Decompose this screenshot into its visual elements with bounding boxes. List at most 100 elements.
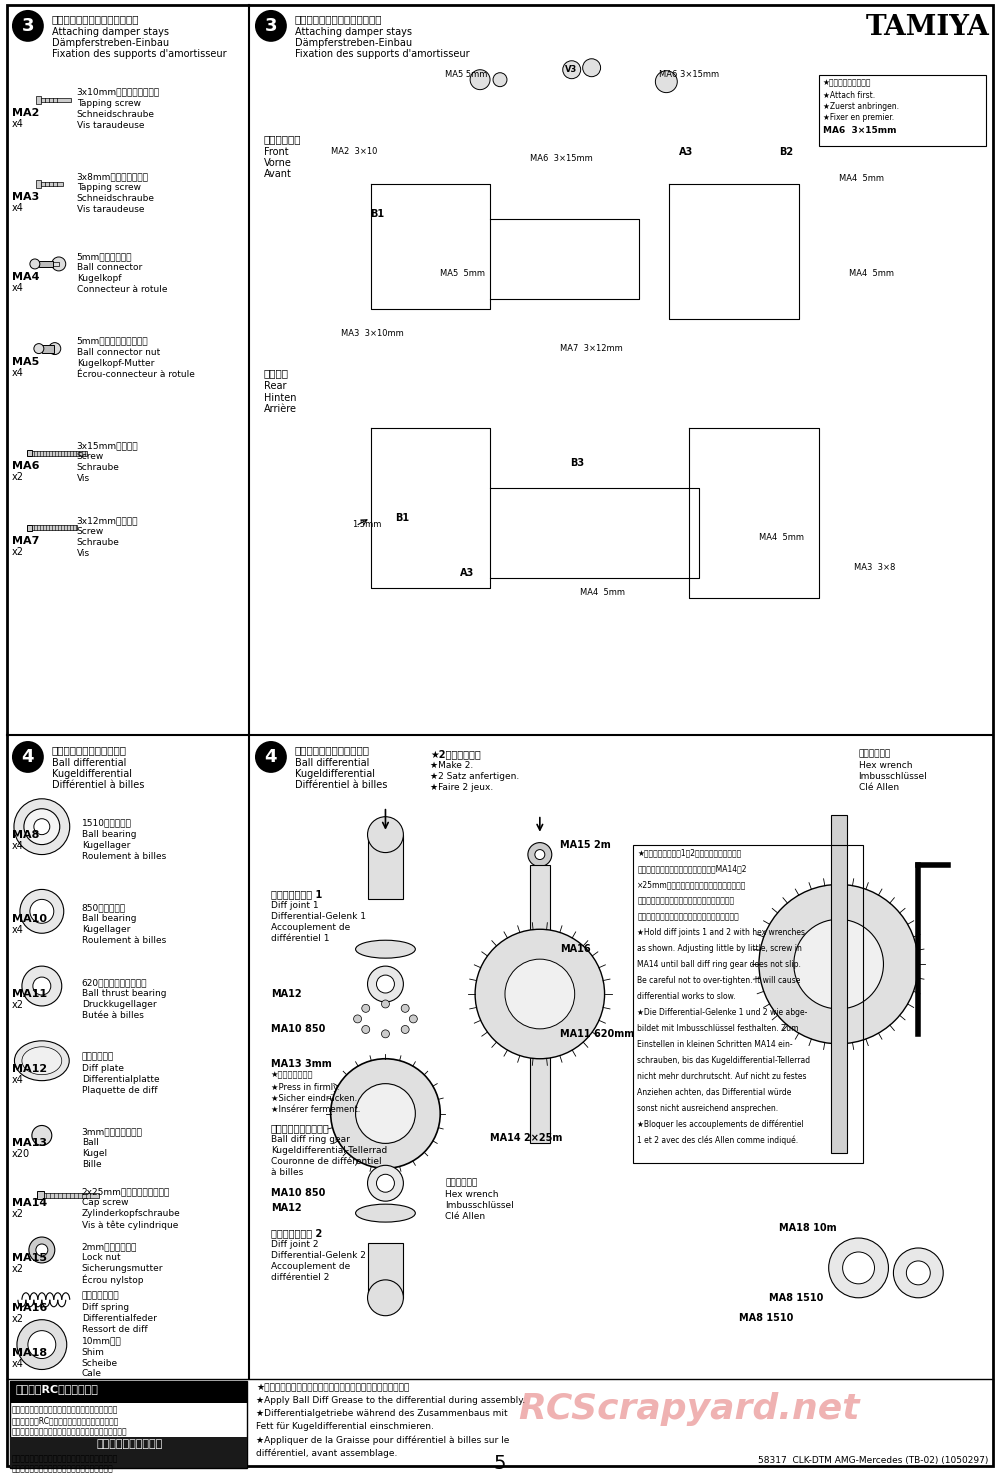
Text: ★ボールデフの組み立てにはボールデフグリスを使用します。: ★ボールデフの組み立てにはボールデフグリスを使用します。 — [256, 1384, 409, 1393]
Text: ★Zuerst anbringen.: ★Zuerst anbringen. — [823, 102, 899, 111]
Bar — [368, 1244, 403, 1298]
Bar — [633, 845, 863, 1164]
Text: MA13: MA13 — [12, 1139, 47, 1149]
Circle shape — [381, 1000, 389, 1007]
Text: 2mmロックナット: 2mmロックナット — [82, 1242, 137, 1251]
Circle shape — [22, 966, 62, 1006]
Text: MA3  3×8: MA3 3×8 — [854, 563, 895, 572]
Text: ★Press in firmly.: ★Press in firmly. — [271, 1083, 339, 1092]
Bar — [44, 1193, 99, 1198]
Text: MA4  5mm: MA4 5mm — [849, 269, 894, 278]
Text: MA4  5mm: MA4 5mm — [839, 174, 884, 183]
Circle shape — [255, 741, 287, 772]
Circle shape — [49, 343, 61, 354]
Text: 般行。この冊の方は模型店でれたずねて下さい。: 般行。この冊の方は模型店でれたずねて下さい。 — [12, 1464, 114, 1473]
Text: A3: A3 — [460, 567, 474, 578]
Circle shape — [368, 1281, 403, 1316]
Text: MA12: MA12 — [271, 990, 302, 998]
Bar — [10, 1381, 247, 1403]
Text: Accouplement de: Accouplement de — [271, 923, 350, 932]
Circle shape — [893, 1248, 943, 1298]
Text: MA8 1510: MA8 1510 — [769, 1292, 823, 1303]
Text: Shim: Shim — [82, 1347, 105, 1356]
Text: しく解説。この冊子の方は使用な以来たずねて下さい。: しく解説。この冊子の方は使用な以来たずねて下さい。 — [12, 1427, 128, 1436]
Circle shape — [20, 889, 64, 933]
Text: 620スラストベアリング: 620スラストベアリング — [82, 978, 147, 987]
Text: Schneidschraube: Schneidschraube — [77, 109, 155, 118]
Circle shape — [12, 10, 44, 41]
Text: 850ベアリング: 850ベアリング — [82, 904, 126, 913]
Text: MA7: MA7 — [12, 536, 39, 546]
Bar — [32, 526, 77, 530]
Circle shape — [505, 959, 575, 1029]
Text: Clé Allen: Clé Allen — [445, 1213, 485, 1221]
Text: Imbusschlüssel: Imbusschlüssel — [445, 1201, 514, 1210]
Text: 《リヤ》: 《リヤ》 — [264, 369, 289, 378]
Text: 10mmシム: 10mmシム — [82, 1337, 121, 1346]
Circle shape — [17, 1319, 67, 1369]
Text: bildet mit Imbusschlüssel festhalten. Zum: bildet mit Imbusschlüssel festhalten. Zu… — [637, 1024, 799, 1032]
Text: MA4  5mm: MA4 5mm — [580, 588, 625, 597]
Circle shape — [368, 817, 403, 852]
Text: Vis: Vis — [77, 474, 90, 483]
Text: ★Apply Ball Diff Grease to the differential during assembly.: ★Apply Ball Diff Grease to the different… — [256, 1396, 525, 1406]
Text: x4: x4 — [12, 284, 24, 292]
Text: ★Hold diff joints 1 and 2 with hex wrenches: ★Hold diff joints 1 and 2 with hex wrenc… — [637, 928, 805, 938]
Text: MA12: MA12 — [12, 1063, 47, 1074]
Text: Schneidschraube: Schneidschraube — [77, 193, 155, 204]
Text: ★Make 2.: ★Make 2. — [430, 761, 474, 770]
Text: 《ダンパーステーの取り付け》: 《ダンパーステーの取り付け》 — [295, 13, 382, 24]
Text: MA3  3×10mm: MA3 3×10mm — [341, 329, 403, 338]
Text: 5mmピローボール: 5mmピローボール — [77, 253, 132, 261]
Text: Clé Allen: Clé Allen — [859, 783, 899, 792]
Text: Differentialplatte: Differentialplatte — [82, 1075, 159, 1084]
Text: タミヤの全製品を掲載した総合カタログは店売に一: タミヤの全製品を掲載した総合カタログは店売に一 — [12, 1455, 118, 1464]
Text: Ball connector: Ball connector — [77, 263, 142, 272]
Circle shape — [401, 1025, 409, 1034]
Text: x4: x4 — [12, 204, 24, 213]
Text: Couronne de différentiel: Couronne de différentiel — [271, 1158, 382, 1167]
Text: Imbusschlüssel: Imbusschlüssel — [859, 772, 927, 781]
Text: 5: 5 — [494, 1455, 506, 1473]
Text: MA10 850: MA10 850 — [271, 1024, 325, 1034]
Text: Kugellager: Kugellager — [82, 925, 130, 935]
Text: ★Attach first.: ★Attach first. — [823, 90, 875, 99]
Text: 《ボールデフの組み立て》: 《ボールデフの組み立て》 — [52, 744, 127, 755]
Text: Schraube: Schraube — [77, 538, 120, 546]
Text: ★Differentialgetriebe während des Zusammenbaus mit: ★Differentialgetriebe während des Zusamm… — [256, 1409, 508, 1418]
Text: Roulement à billes: Roulement à billes — [82, 936, 166, 945]
Text: Sicherungsmutter: Sicherungsmutter — [82, 1264, 163, 1273]
Text: x4: x4 — [12, 118, 24, 128]
Circle shape — [535, 849, 545, 860]
Text: Screw: Screw — [77, 452, 104, 461]
Text: à billes: à billes — [271, 1168, 303, 1177]
Text: B3: B3 — [570, 458, 584, 468]
Circle shape — [829, 1238, 888, 1298]
Text: Tapping screw: Tapping screw — [77, 99, 141, 108]
Text: 3x12mmホロビス: 3x12mmホロビス — [77, 515, 138, 524]
Text: MA6  3×15mm: MA6 3×15mm — [823, 127, 896, 136]
Text: ×25mmキャップスクリュー）を調整しながら: ×25mmキャップスクリュー）を調整しながら — [637, 880, 747, 889]
Text: différentiel 2: différentiel 2 — [271, 1273, 329, 1282]
Text: Diff spring: Diff spring — [82, 1303, 129, 1312]
Text: 《フロント》: 《フロント》 — [264, 134, 301, 145]
Circle shape — [30, 258, 40, 269]
Text: 4: 4 — [265, 747, 277, 767]
Text: Schraube: Schraube — [77, 464, 120, 473]
Text: x2: x2 — [12, 1264, 24, 1275]
Text: Differentialfeder: Differentialfeder — [82, 1313, 157, 1323]
Text: Roulement à billes: Roulement à billes — [82, 852, 166, 861]
Text: Ball thrust bearing: Ball thrust bearing — [82, 990, 166, 998]
Text: RCScrapyard.net: RCScrapyard.net — [518, 1393, 860, 1427]
Text: Plaquette de diff: Plaquette de diff — [82, 1086, 157, 1094]
Text: ★先に取り付けます。: ★先に取り付けます。 — [823, 78, 871, 87]
Text: x4: x4 — [12, 840, 24, 851]
Text: ★Bloquer les accouplements de différentiel: ★Bloquer les accouplements de différenti… — [637, 1120, 804, 1128]
Text: ★デフジョイント（1、2）を固定して、ボール: ★デフジョイント（1、2）を固定して、ボール — [637, 849, 742, 858]
Text: Ball differential: Ball differential — [295, 758, 369, 768]
Text: MA13 3mm: MA13 3mm — [271, 1059, 332, 1069]
Circle shape — [376, 975, 394, 993]
Text: 2x25mmキャップスクリュー: 2x25mmキャップスクリュー — [82, 1188, 170, 1196]
Bar — [41, 182, 63, 186]
Circle shape — [34, 818, 50, 835]
